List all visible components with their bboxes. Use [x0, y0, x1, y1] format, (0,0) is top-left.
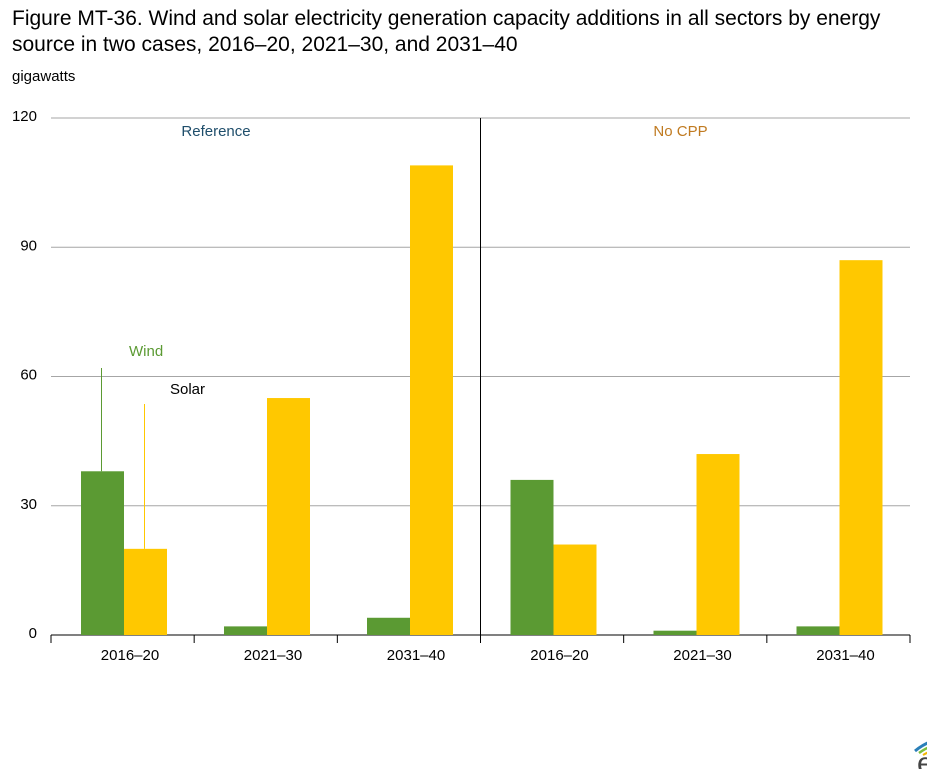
bar-solar — [839, 260, 883, 635]
panel-label: No CPP — [653, 123, 707, 140]
bar-solar — [410, 165, 453, 635]
solar-annotation: Solar — [170, 381, 205, 398]
x-tick-label: 2031–40 — [387, 647, 445, 664]
bar-wind — [224, 626, 267, 635]
bar-wind — [796, 626, 840, 635]
y-tick-label: 60 — [20, 367, 37, 384]
bar-wind — [81, 471, 124, 635]
x-tick-label: 2016–20 — [530, 647, 588, 664]
wind-annotation: Wind — [129, 343, 163, 360]
y-tick-label: 120 — [12, 108, 37, 125]
bar-solar — [553, 544, 597, 635]
x-tick-label: 2021–30 — [244, 647, 302, 664]
panel-label: Reference — [181, 123, 250, 140]
bar-solar — [267, 398, 310, 635]
y-axis-unit-label: gigawatts — [12, 68, 76, 85]
bar-solar — [124, 548, 167, 635]
y-tick-label: 30 — [20, 496, 37, 513]
y-tick-label: 0 — [29, 625, 37, 642]
eia-logo-text: eia — [917, 747, 927, 769]
bar-wind — [510, 479, 554, 635]
chart: 0 30 60 90 120 Reference 2016–20 2021–30 2031–40… — [12, 108, 911, 664]
bar-wind — [367, 617, 410, 635]
bar-wind — [653, 630, 697, 635]
bar-solar — [696, 454, 740, 635]
chart-title: Figure MT-36. Wind and solar electricity… — [12, 7, 881, 56]
x-tick-label: 2031–40 — [816, 647, 874, 664]
x-tick-label: 2021–30 — [673, 647, 731, 664]
y-tick-label: 90 — [20, 237, 37, 254]
x-tick-label: 2016–20 — [101, 647, 159, 664]
